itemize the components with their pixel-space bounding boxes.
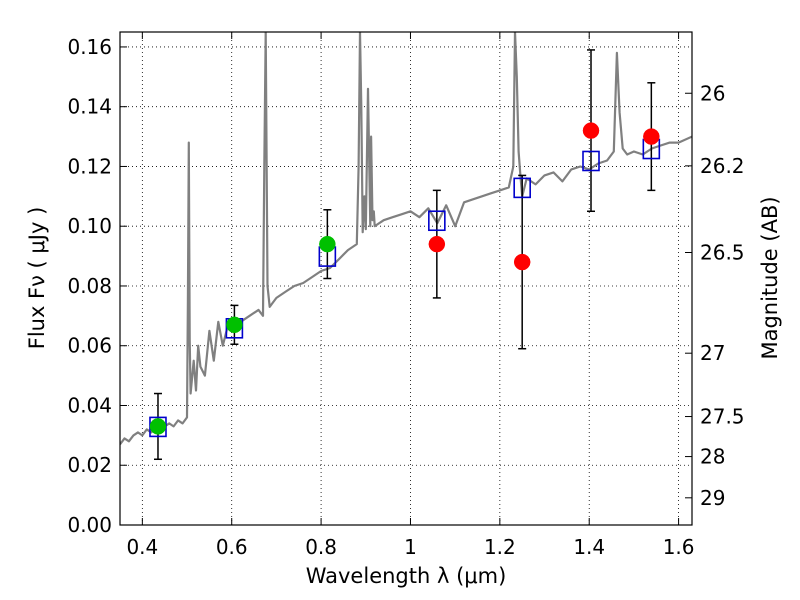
observed-point xyxy=(319,235,336,253)
model-photometry-square xyxy=(582,150,600,172)
y-tick-label: 0.00 xyxy=(67,513,112,537)
observed-point xyxy=(582,122,600,139)
magnitude-tick-label: 26.5 xyxy=(700,241,745,265)
marker-layer xyxy=(149,122,661,438)
y-axis-label: Flux Fν ( μJy ) xyxy=(25,207,49,350)
observed-point xyxy=(513,253,531,271)
x-tick-label: 1 xyxy=(404,535,417,559)
magnitude-tick-label: 29 xyxy=(700,486,725,510)
y-tick-label: 0.14 xyxy=(67,95,112,119)
y-tick-label: 0.08 xyxy=(67,274,112,298)
spectrum-layer xyxy=(120,32,692,445)
observed-point xyxy=(428,235,446,253)
y-tick-label: 0.16 xyxy=(67,35,112,59)
spectrum-line xyxy=(120,32,692,445)
plot-background xyxy=(120,32,692,525)
right-axis-label: Magnitude (AB) xyxy=(758,196,782,359)
magnitude-tick-label: 26.2 xyxy=(700,154,745,178)
y-tick-label: 0.06 xyxy=(67,334,112,358)
observed-point xyxy=(643,128,660,145)
magnitude-tick-label: 28 xyxy=(700,445,725,469)
y-tick-label: 0.12 xyxy=(67,154,112,178)
axis-ticks xyxy=(120,32,692,526)
x-tick-label: 0.8 xyxy=(305,535,337,559)
observed-point xyxy=(226,316,243,334)
x-tick-label: 1.2 xyxy=(484,535,516,559)
magnitude-tick-label: 27.5 xyxy=(700,405,745,429)
magnitude-tick-label: 27 xyxy=(700,341,725,365)
x-tick-label: 1.4 xyxy=(573,535,605,559)
axis-tick-labels: 0.4 0.6 0.8 1 1.2 1.4 1.6 0.00 0.02 0.04 0.06 0.08 0… xyxy=(67,35,744,559)
y-tick-label: 0.02 xyxy=(67,453,112,477)
x-tick-label: 1.6 xyxy=(663,535,695,559)
plot-frame xyxy=(119,31,693,526)
x-tick-label: 0.4 xyxy=(126,535,158,559)
observed-point xyxy=(149,418,167,435)
model-photometry-square xyxy=(513,177,531,199)
x-tick-label: 0.6 xyxy=(216,535,248,559)
y-tick-label: 0.04 xyxy=(67,393,112,417)
magnitude-tick-label: 26 xyxy=(700,81,725,105)
x-axis-label: Wavelength λ (μm) xyxy=(306,564,507,588)
y-tick-label: 0.10 xyxy=(67,214,112,238)
model-photometry-square xyxy=(428,210,446,232)
